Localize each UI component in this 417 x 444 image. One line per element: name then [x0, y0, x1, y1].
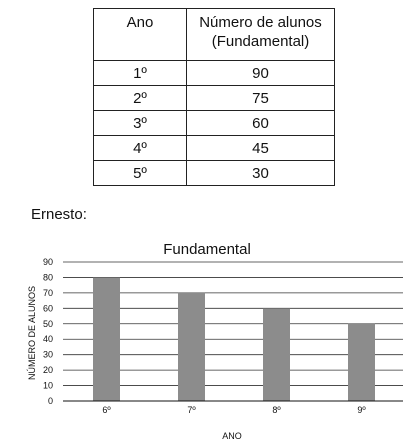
header-ano: Ano [93, 8, 187, 61]
y-tick-label: 50 [43, 319, 53, 329]
cell-ano: 5º [93, 160, 187, 186]
bar-7 [178, 292, 205, 401]
cell-alunos: 90 [186, 60, 335, 86]
y-tick-label: 30 [43, 350, 53, 360]
y-tick-label: 0 [48, 396, 53, 406]
y-tick-label: 80 [43, 272, 53, 282]
bar-6 [93, 277, 120, 401]
header-alunos: Número de alunos (Fundamental) [186, 8, 335, 61]
x-tick-label: 6º [102, 405, 111, 415]
table-row: 5º 30 [93, 160, 335, 186]
ernesto-label: Ernesto: [31, 206, 87, 223]
y-tick-label: 20 [43, 365, 53, 375]
chart-title: Fundamental [163, 241, 251, 258]
y-tick-label: 60 [43, 303, 53, 313]
x-tick-label: 7º [187, 405, 196, 415]
y-tick-label: 70 [43, 288, 53, 298]
table-row: 3º 60 [93, 110, 335, 136]
x-tick-label: 9º [357, 405, 366, 415]
cell-ano: 3º [93, 110, 187, 136]
y-tick-label: 40 [43, 334, 53, 344]
y-tick-label: 10 [43, 381, 53, 391]
students-table: Ano Número de alunos (Fundamental) 1º 90… [93, 8, 335, 186]
x-tick-labels: 6º 7º 8º 9º [102, 405, 366, 415]
bars [93, 277, 375, 401]
y-tick-labels: 0 10 20 30 40 50 60 70 80 90 [43, 257, 53, 406]
table-row: 2º 75 [93, 85, 335, 111]
x-tick-label: 8º [272, 405, 281, 415]
header-ano-label: Ano [126, 14, 154, 31]
y-tick-label: 90 [43, 257, 53, 267]
header-alunos-label: Número de alunos (Fundamental) [199, 14, 322, 50]
y-axis-label: NÚMERO DE ALUNOS [27, 286, 37, 380]
bar-9 [348, 323, 375, 401]
table-row: 1º 90 [93, 60, 335, 86]
cell-alunos: 75 [186, 85, 335, 111]
cell-alunos: 30 [186, 160, 335, 186]
x-axis-label: ANO [222, 431, 242, 441]
cell-ano: 2º [93, 85, 187, 111]
bar-8 [263, 308, 290, 401]
